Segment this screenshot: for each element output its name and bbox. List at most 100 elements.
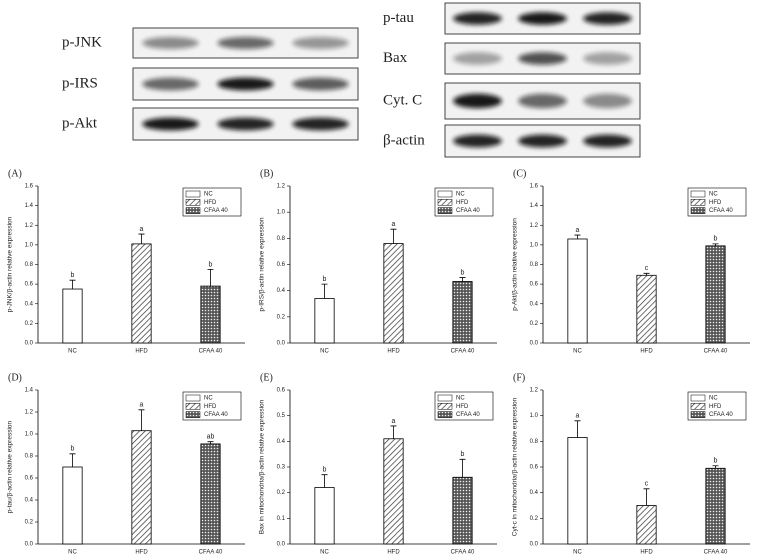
panel-label: (B) — [260, 168, 273, 179]
significance-letter: c — [645, 481, 649, 488]
significance-letter: ab — [207, 434, 215, 441]
significance-letter: b — [461, 269, 465, 276]
blot-band — [217, 117, 274, 131]
y-tick-label: 0.0 — [277, 542, 286, 548]
legend-swatch — [437, 199, 453, 206]
y-tick-label: 0.6 — [25, 282, 34, 288]
blot-label: β-actin — [383, 132, 425, 148]
legend-swatch — [437, 190, 453, 198]
significance-letter: b — [714, 236, 718, 243]
legend-swatch — [185, 411, 201, 418]
legend-label: HFD — [456, 404, 469, 410]
error-bar — [574, 234, 581, 239]
y-tick-label: 1.0 — [25, 432, 34, 438]
y-tick-label: 1.2 — [25, 410, 34, 416]
x-tick-label: NC — [68, 349, 77, 355]
legend-label: HFD — [456, 200, 469, 206]
blot-label: p-IRS — [62, 75, 98, 91]
legend-label: CFAA 40 — [709, 412, 733, 418]
y-tick-label: 0.6 — [530, 282, 539, 288]
blot-band — [518, 12, 567, 25]
significance-letter: b — [209, 261, 213, 268]
y-tick-label: 0.4 — [530, 301, 539, 307]
y-tick-label: 0.6 — [25, 476, 34, 482]
significance-letter: a — [392, 221, 396, 228]
error-bar — [321, 283, 328, 299]
legend-label: NC — [204, 192, 213, 198]
y-tick-label: 0.4 — [277, 439, 286, 445]
legend-swatch — [690, 394, 706, 402]
x-tick-label: HFD — [135, 550, 148, 556]
bar — [200, 443, 221, 545]
blot-band — [292, 77, 349, 91]
legend-swatch — [185, 394, 201, 402]
legend-swatch — [185, 190, 201, 198]
y-tick-label: 1.6 — [25, 184, 34, 190]
blot-band — [518, 93, 567, 109]
blot-band — [292, 37, 349, 49]
y-tick-label: 0.0 — [25, 341, 34, 347]
significance-letter: a — [140, 402, 144, 409]
bar — [636, 505, 657, 545]
y-tick-label: 1.0 — [25, 242, 34, 248]
blot-band — [583, 52, 632, 65]
error-bar — [207, 441, 214, 444]
y-tick-label: 0.2 — [277, 314, 286, 320]
bar — [567, 238, 588, 344]
bar — [383, 243, 404, 344]
y-tick-label: 0.8 — [277, 236, 286, 242]
legend-label: HFD — [709, 200, 722, 206]
x-tick-label: CFAA 40 — [704, 550, 728, 556]
error-bar — [390, 228, 397, 244]
bar — [131, 430, 152, 545]
legend-label: NC — [709, 192, 718, 198]
legend-label: NC — [456, 396, 465, 402]
bar — [62, 466, 83, 545]
x-tick-label: HFD — [640, 349, 653, 355]
y-tick-label: 0.2 — [277, 490, 286, 496]
significance-letter: a — [576, 227, 580, 234]
blot-band — [453, 52, 502, 65]
significance-letter: b — [323, 276, 327, 283]
y-axis-title: Bax in mitochondria/β-actin relative exp… — [259, 399, 266, 534]
panel-label: (D) — [8, 372, 22, 383]
blot-band — [142, 37, 199, 49]
blot-band — [583, 12, 632, 25]
bar — [567, 437, 588, 545]
legend-swatch — [185, 403, 201, 410]
chart: (A) p-JNK/β-actin relative expression 0.0 0… — [7, 168, 245, 355]
y-tick-label: 1.2 — [530, 223, 539, 229]
blot-band — [583, 134, 632, 148]
blot-band — [583, 93, 632, 109]
significance-letter: b — [461, 451, 465, 458]
error-bar — [643, 272, 650, 276]
significance-letter: b — [71, 446, 75, 453]
error-bar — [138, 233, 145, 244]
legend-label: CFAA 40 — [456, 208, 480, 214]
error-bar — [390, 425, 397, 439]
y-axis-title: Cyt-c in mitochondria/β-actin relative e… — [512, 397, 519, 536]
y-tick-label: 0.4 — [530, 490, 539, 496]
error-bar — [574, 420, 581, 438]
blot-band — [518, 52, 567, 65]
error-bar — [459, 458, 466, 478]
legend-label: HFD — [204, 200, 217, 206]
y-axis-title: p-JNK/β-actin relative expression — [7, 216, 14, 312]
blot-band — [453, 12, 502, 25]
bar — [314, 487, 335, 545]
blot-band — [453, 93, 502, 109]
legend-swatch — [437, 207, 453, 214]
legend-label: CFAA 40 — [204, 412, 228, 418]
bar — [636, 274, 657, 344]
x-tick-label: CFAA 40 — [451, 349, 475, 355]
significance-letter: a — [140, 226, 144, 233]
y-tick-label: 1.4 — [530, 203, 539, 209]
bar — [705, 467, 726, 545]
bar — [705, 245, 726, 344]
legend-swatch — [690, 199, 706, 206]
chart: (E) Bax in mitochondria/β-actin relative … — [259, 372, 497, 556]
x-tick-label: CFAA 40 — [199, 550, 223, 556]
y-tick-label: 0.1 — [277, 516, 286, 522]
y-tick-label: 0.6 — [530, 465, 539, 471]
